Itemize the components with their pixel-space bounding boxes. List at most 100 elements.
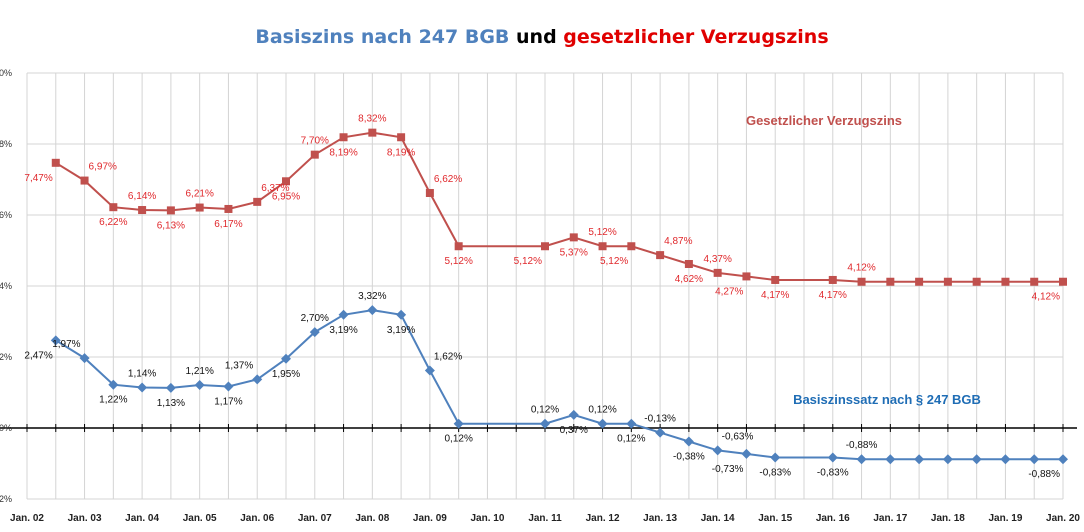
data-point-basis	[252, 374, 263, 385]
series-name-verzugszins: Gesetzlicher Verzugszins	[746, 113, 902, 128]
data-label-verzug: 4,17%	[819, 290, 847, 301]
data-point-basis	[856, 454, 867, 465]
data-point-basis	[712, 445, 723, 456]
data-point-verzug	[282, 177, 290, 186]
data-label-verzug: 5,12%	[588, 227, 616, 238]
data-label-basis: 0,12%	[444, 434, 472, 445]
data-label-verzug: 7,70%	[301, 136, 329, 147]
chart-title-part-basiszins: Basiszins nach 247 BGB	[255, 26, 510, 48]
x-tick-label: Jan. 19	[988, 513, 1022, 524]
y-tick-label: 4%	[0, 281, 12, 291]
data-label-basis: -0,38%	[673, 451, 705, 462]
data-label-basis: 1,21%	[185, 366, 213, 377]
chart-title-part-verzugszins: gesetzlicher Verzugszins	[563, 26, 829, 48]
data-point-basis	[453, 418, 464, 429]
data-label-verzug: 6,95%	[272, 191, 300, 202]
y-tick-label: 10%	[0, 68, 12, 78]
data-point-basis	[971, 454, 982, 465]
data-label-verzug: 4,87%	[664, 236, 692, 247]
data-point-verzug	[972, 277, 981, 286]
y-tick-label: 6%	[0, 210, 12, 220]
data-label-verzug: 6,62%	[434, 174, 462, 185]
series-name-basiszins: Basiszinssatz nach § 247 BGB	[793, 392, 981, 407]
data-label-verzug: 6,97%	[89, 162, 117, 173]
data-label-verzug: 8,32%	[358, 114, 386, 125]
data-point-verzug	[454, 242, 463, 251]
data-point-basis	[770, 452, 781, 463]
data-point-basis	[108, 379, 119, 390]
data-label-basis: -0,63%	[722, 431, 754, 442]
x-tick-label: Jan. 20	[1046, 513, 1080, 524]
data-label-basis: -0,83%	[759, 467, 791, 478]
x-tick-label: Jan. 18	[931, 513, 965, 524]
data-label-basis: 0,12%	[588, 405, 616, 416]
data-label-basis: 1,62%	[434, 351, 462, 362]
data-label-verzug: 4,12%	[847, 263, 875, 274]
data-point-verzug	[569, 233, 578, 242]
data-label-verzug: 6,37%	[261, 183, 289, 194]
data-label-verzug: 4,12%	[1032, 292, 1060, 303]
x-tick-label: Jan. 13	[643, 513, 677, 524]
data-point-basis	[50, 335, 61, 346]
data-point-verzug	[541, 242, 549, 251]
data-point-basis	[540, 418, 550, 429]
data-point-verzug	[224, 204, 233, 213]
data-point-basis	[597, 418, 608, 429]
data-point-verzug	[857, 277, 866, 286]
data-label-verzug: 6,13%	[157, 220, 185, 231]
data-point-basis	[626, 418, 637, 429]
x-tick-label: Jan. 09	[413, 513, 447, 524]
data-point-verzug	[51, 158, 60, 167]
data-point-basis	[683, 436, 694, 447]
data-point-basis	[79, 353, 90, 364]
series-line-verzug	[55, 131, 1063, 283]
x-tick-label: Jan. 17	[873, 513, 907, 524]
data-label-basis: 1,14%	[128, 369, 156, 380]
series-line-basis	[55, 309, 1063, 461]
data-point-basis	[338, 309, 349, 320]
data-label-verzug: 4,37%	[703, 254, 731, 265]
data-point-basis	[165, 382, 176, 393]
data-label-basis: 1,97%	[52, 339, 80, 350]
data-label-verzug: 6,14%	[128, 191, 156, 202]
x-tick-label: Jan. 12	[586, 513, 620, 524]
data-label-basis: 0,37%	[560, 425, 588, 436]
y-tick-label: 8%	[0, 139, 12, 149]
data-label-basis: -0,73%	[712, 464, 744, 475]
data-point-verzug	[656, 251, 665, 260]
data-point-verzug	[368, 128, 377, 137]
data-point-basis	[424, 365, 435, 376]
data-label-basis: 1,37%	[225, 360, 253, 371]
data-label-verzug: 5,12%	[514, 256, 542, 267]
data-point-verzug	[915, 277, 924, 286]
chart-title-part-und: und	[509, 26, 564, 48]
data-label-basis: 2,47%	[24, 350, 52, 361]
data-label-verzug: 6,17%	[214, 219, 242, 230]
data-point-basis	[137, 382, 148, 393]
data-label-basis: -0,83%	[817, 467, 849, 478]
data-point-basis	[655, 427, 666, 438]
data-label-basis: 3,19%	[329, 325, 357, 336]
data-point-verzug	[195, 203, 204, 212]
data-label-basis: -0,88%	[1028, 469, 1060, 480]
data-point-verzug	[742, 272, 751, 281]
data-label-verzug: 4,62%	[675, 274, 703, 285]
data-label-verzug: 5,12%	[444, 256, 472, 267]
data-point-verzug	[425, 188, 434, 197]
data-point-basis	[568, 409, 579, 420]
data-point-verzug	[684, 259, 693, 268]
x-tick-label: Jan. 10	[470, 513, 504, 524]
data-label-basis: 1,13%	[157, 398, 185, 409]
data-point-basis	[827, 452, 838, 463]
data-point-verzug	[713, 268, 722, 277]
data-label-verzug: 7,47%	[24, 173, 52, 184]
y-tick-label: 2%	[0, 352, 12, 362]
data-label-verzug: 6,21%	[185, 189, 213, 200]
x-tick-label: Jan. 04	[125, 513, 159, 524]
x-tick-label: Jan. 06	[240, 513, 274, 524]
data-label-verzug: 5,12%	[600, 256, 628, 267]
data-point-verzug	[339, 133, 348, 142]
x-tick-label: Jan. 03	[68, 513, 102, 524]
data-label-basis: 1,95%	[272, 369, 300, 380]
